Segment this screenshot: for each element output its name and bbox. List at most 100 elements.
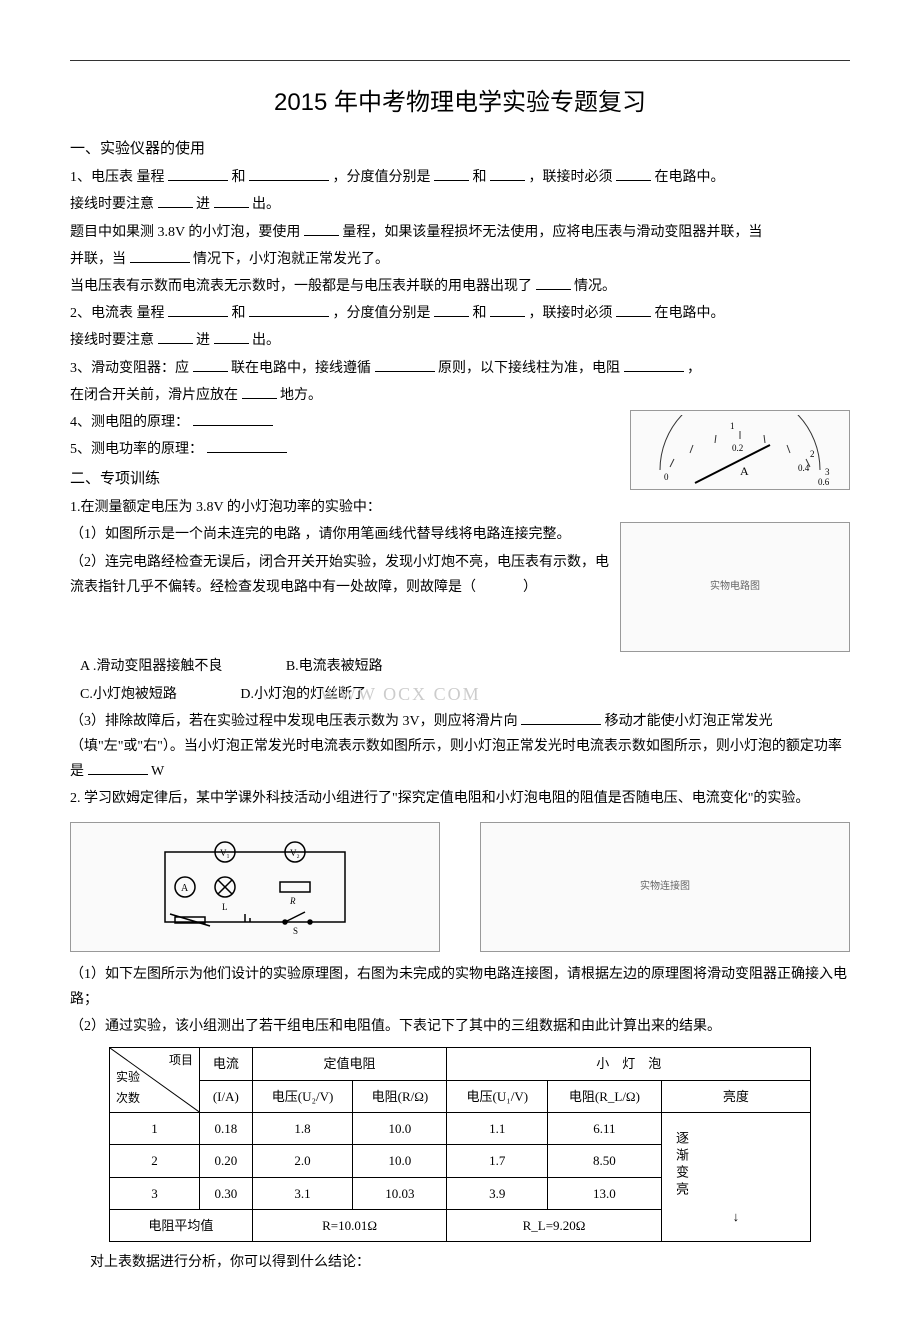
diag-top: 项目 xyxy=(169,1050,193,1072)
p1-3: （3）排除故障后，若在实验过程中发现电压表示数为 3V，则应将滑片向 移动才能使… xyxy=(70,709,850,785)
svg-text:0.4: 0.4 xyxy=(798,463,810,473)
svg-text:1: 1 xyxy=(730,421,735,431)
blank xyxy=(193,356,228,372)
text: 和 xyxy=(232,306,246,321)
blank xyxy=(168,165,228,181)
blank xyxy=(304,220,339,236)
blank xyxy=(214,328,249,344)
text: W xyxy=(151,764,164,779)
cell: 1.1 xyxy=(447,1112,548,1144)
col-rl: 电阻(R_L/Ω) xyxy=(548,1080,662,1112)
table-header-row: 项目 实验 次数 电流 定值电阻 小 灯 泡 xyxy=(110,1048,811,1080)
svg-text:A: A xyxy=(181,883,189,894)
blank xyxy=(490,165,525,181)
text: 出。 xyxy=(252,197,280,212)
blank xyxy=(242,383,277,399)
figure-row: A V₁ V₂ L R S 实物连接图 xyxy=(70,822,850,952)
text: 情况。 xyxy=(574,279,616,294)
text: 在电路中。 xyxy=(655,306,725,321)
text: 1、电压表 量程 xyxy=(70,170,165,185)
diag-bot: 实验 次数 xyxy=(116,1067,140,1110)
avg-label: 电阻平均值 xyxy=(110,1210,253,1242)
option-c: C.小灯炮被短路 xyxy=(80,682,177,707)
options-row-2: C.小灯炮被短路 D.小灯泡的灯丝断了 WWW OCX COM xyxy=(80,682,850,707)
q1-line1: 1、电压表 量程 和 ，分度值分别是 和 ，联接时必须 在电路中。 xyxy=(70,165,850,190)
svg-text:0: 0 xyxy=(664,472,669,482)
text: ，分度值分别是 xyxy=(333,170,431,185)
cell: 13.0 xyxy=(548,1177,662,1209)
blank xyxy=(249,165,329,181)
option-b: B.电流表被短路 xyxy=(286,654,383,679)
cell: 6.11 xyxy=(548,1112,662,1144)
avg-r: R=10.01Ω xyxy=(252,1210,447,1242)
blank xyxy=(434,165,469,181)
cell: 1 xyxy=(110,1112,200,1144)
svg-text:3: 3 xyxy=(825,467,830,477)
option-a: A .滑动变阻器接触不良 xyxy=(80,654,222,679)
brightness-cell: 逐渐变亮 ↓ xyxy=(661,1112,810,1242)
text: 情况下，小灯泡就正常发光了。 xyxy=(193,252,389,267)
text: 进 xyxy=(196,333,210,348)
col-i: (I/A) xyxy=(200,1080,253,1112)
blank xyxy=(168,301,228,317)
text: ，联接时必须 xyxy=(529,306,613,321)
text: 地方。 xyxy=(280,388,322,403)
circuit-photo: 实物电路图 xyxy=(620,522,850,652)
page-title: 2015 年中考物理电学实验专题复习 xyxy=(70,81,850,124)
cell: 3.9 xyxy=(447,1177,548,1209)
p1-intro: 1.在测量额定电压为 3.8V 的小灯泡功率的实验中： xyxy=(70,495,850,520)
blank xyxy=(214,192,249,208)
cell: 3 xyxy=(110,1177,200,1209)
diagonal-header: 项目 实验 次数 xyxy=(110,1048,200,1113)
text: 当电压表有示数而电流表无示数时，一般都是与电压表并联的用电器出现了 xyxy=(70,279,532,294)
svg-text:V₂: V₂ xyxy=(290,848,300,858)
q1-line4: 当电压表有示数而电流表无示数时，一般都是与电压表并联的用电器出现了 情况。 xyxy=(70,274,850,299)
cell: 10.03 xyxy=(353,1177,447,1209)
bright-text: 逐渐变亮 xyxy=(668,1125,695,1205)
cell: 0.18 xyxy=(200,1112,253,1144)
text: 题目中如果测 3.8V 的小灯泡，要使用 xyxy=(70,225,300,240)
p2-2: （2）通过实验，该小组测出了若干组电压和电阻值。下表记下了其中的三组数据和由此计… xyxy=(70,1014,850,1039)
text: 和 xyxy=(232,170,246,185)
text: （3）排除故障后，若在实验过程中发现电压表示数为 3V，则应将滑片向 xyxy=(70,714,518,729)
text: 原则，以下接线柱为准，电阻 xyxy=(438,361,620,376)
svg-text:R: R xyxy=(289,896,296,906)
p2-footer: 对上表数据进行分析，你可以得到什么结论： xyxy=(90,1250,850,1275)
cell: 1.8 xyxy=(252,1112,353,1144)
col-r: 电阻(R/Ω) xyxy=(353,1080,447,1112)
options-row-1: A .滑动变阻器接触不良 B.电流表被短路 xyxy=(80,654,850,679)
text: 接线时要注意 xyxy=(70,333,154,348)
q1-line3: 题目中如果测 3.8V 的小灯泡，要使用 量程，如果该量程损坏无法使用，应将电压… xyxy=(70,220,850,245)
text: 5、测电功率的原理： xyxy=(70,442,203,457)
text: 在闭合开关前，滑片应放在 xyxy=(70,388,238,403)
arrow-down-icon: ↓ xyxy=(668,1205,804,1228)
text: 联在电路中，接线遵循 xyxy=(231,361,371,376)
cell: 10.0 xyxy=(353,1112,447,1144)
data-table: 项目 实验 次数 电流 定值电阻 小 灯 泡 (I/A) 电压(U₂/V) 电阻… xyxy=(109,1047,811,1242)
table-row: 1 0.18 1.8 10.0 1.1 6.11 逐渐变亮 ↓ xyxy=(110,1112,811,1144)
table-subheader-row: (I/A) 电压(U₂/V) 电阻(R/Ω) 电压(U₁/V) 电阻(R_L/Ω… xyxy=(110,1080,811,1112)
p2-intro: 2. 学习欧姆定律后，某中学课外科技活动小组进行了"探究定值电阻和小灯泡电阻的阻… xyxy=(70,786,850,811)
blank xyxy=(249,301,329,317)
schematic-figure: A V₁ V₂ L R S xyxy=(70,822,440,952)
q2-line2: 接线时要注意 进 出。 xyxy=(70,328,850,353)
blank xyxy=(536,274,571,290)
blank xyxy=(434,301,469,317)
text: 进 xyxy=(196,197,210,212)
header-rule xyxy=(70,60,850,61)
watermark: WWW OCX COM xyxy=(320,678,481,710)
cell: 2.0 xyxy=(252,1145,353,1177)
ammeter-figure: 0 1 0.2 2 0.4 3 0.6 A xyxy=(630,410,850,490)
blank xyxy=(88,759,148,775)
blank xyxy=(624,356,684,372)
blank xyxy=(616,301,651,317)
photo-figure: 实物连接图 xyxy=(480,822,850,952)
blank xyxy=(130,247,190,263)
section-1-heading: 一、实验仪器的使用 xyxy=(70,136,850,163)
cell: 0.30 xyxy=(200,1177,253,1209)
cell: 10.0 xyxy=(353,1145,447,1177)
blank xyxy=(375,356,435,372)
text: 和 xyxy=(473,306,487,321)
text: ） xyxy=(523,580,537,595)
col-u1: 电压(U₁/V) xyxy=(447,1080,548,1112)
